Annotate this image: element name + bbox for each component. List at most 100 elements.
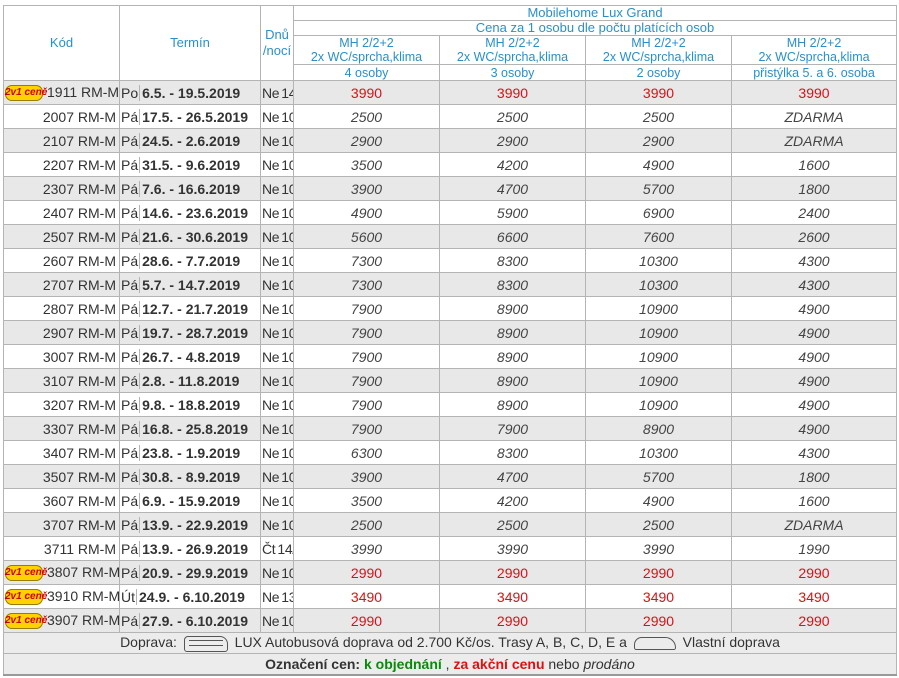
tour-code[interactable]: 2607 RM-M (42, 252, 116, 269)
price-cell[interactable]: 6300 (293, 440, 440, 465)
price-cell[interactable]: 10900 (585, 320, 732, 345)
tour-code[interactable]: 3907 RM-M (47, 611, 120, 628)
price-cell[interactable]: 4900 (730, 416, 898, 441)
price-cell[interactable]: 2900 (293, 128, 440, 153)
own-transport[interactable]: Vlastní doprava (682, 634, 780, 651)
tour-code[interactable]: 3107 RM-M (42, 372, 116, 389)
price-cell[interactable]: 10900 (585, 296, 732, 321)
price-cell[interactable]: 2900 (585, 128, 732, 153)
cell-code[interactable]: 2107 RM-M (3, 128, 120, 153)
price-cell[interactable]: 5700 (585, 176, 732, 201)
price-cell[interactable]: 2990 (730, 608, 898, 633)
price-cell[interactable]: 7600 (585, 224, 732, 249)
cell-code[interactable]: 2v1 ceně3807 RM-M (3, 560, 120, 585)
price-cell[interactable]: 8300 (439, 440, 586, 465)
price-cell[interactable]: ZDARMA (730, 512, 898, 537)
price-cell[interactable]: 6600 (439, 224, 586, 249)
cell-code[interactable]: 3711 RM-M (3, 536, 120, 561)
price-cell[interactable]: 4700 (439, 464, 586, 489)
tour-code[interactable]: 3307 RM-M (42, 420, 116, 437)
cell-code[interactable]: 3107 RM-M (3, 368, 120, 393)
price-cell[interactable]: 6900 (585, 200, 732, 225)
tour-code[interactable]: 2307 RM-M (42, 180, 116, 197)
price-cell[interactable]: 2500 (293, 104, 440, 129)
cell-code[interactable]: 2v1 ceně1911 RM-M (3, 80, 120, 105)
price-cell[interactable]: 2500 (585, 512, 732, 537)
price-cell[interactable]: 4900 (730, 320, 898, 345)
price-cell[interactable]: 2990 (585, 560, 732, 585)
price-cell[interactable]: 2990 (293, 608, 440, 633)
tour-code[interactable]: 3507 RM-M (42, 468, 116, 485)
price-cell[interactable]: 7300 (293, 272, 440, 297)
table-row[interactable]: 2v1 ceně3910 RM-M Út 24.9. - 6.10.2019 Ne 1 3… (3, 584, 898, 609)
price-cell[interactable]: ZDARMA (730, 128, 898, 153)
price-cell[interactable]: 4700 (439, 176, 586, 201)
price-cell[interactable]: 3990 (585, 536, 732, 561)
price-cell[interactable]: 7900 (439, 416, 586, 441)
price-cell[interactable]: 3900 (293, 176, 440, 201)
price-cell[interactable]: 7300 (293, 248, 440, 273)
price-cell[interactable]: 2500 (439, 104, 586, 129)
tour-code[interactable]: 2207 RM-M (42, 156, 116, 173)
price-cell[interactable]: 2990 (730, 560, 898, 585)
price-cell[interactable]: 2990 (439, 560, 586, 585)
cell-code[interactable]: 3507 RM-M (3, 464, 120, 489)
price-cell[interactable]: 2990 (585, 608, 732, 633)
price-cell[interactable]: 8900 (439, 344, 586, 369)
price-cell[interactable]: 10300 (585, 248, 732, 273)
price-cell[interactable]: 4900 (730, 296, 898, 321)
tour-code[interactable]: 1911 RM-M (47, 83, 120, 100)
tour-code[interactable]: 2707 RM-M (42, 276, 116, 293)
price-cell[interactable]: 2500 (439, 512, 586, 537)
price-cell[interactable]: 7900 (293, 296, 440, 321)
price-cell[interactable]: 3500 (293, 488, 440, 513)
tour-code[interactable]: 2807 RM-M (42, 300, 116, 317)
price-cell[interactable]: 4900 (585, 488, 732, 513)
price-cell[interactable]: 8900 (585, 416, 732, 441)
price-cell[interactable]: 3490 (439, 584, 586, 609)
price-cell[interactable]: 10900 (585, 368, 732, 393)
price-cell[interactable]: 2500 (293, 512, 440, 537)
cell-code[interactable]: 3007 RM-M (3, 344, 120, 369)
price-cell[interactable]: 3490 (730, 584, 898, 609)
cell-code[interactable]: 3607 RM-M (3, 488, 120, 513)
price-cell[interactable]: 2500 (585, 104, 732, 129)
price-cell[interactable]: 4300 (730, 440, 898, 465)
tour-code[interactable]: 3807 RM-M (47, 563, 120, 580)
price-cell[interactable]: 3990 (585, 80, 732, 105)
tour-code[interactable]: 3711 RM-M (43, 540, 116, 557)
price-cell[interactable]: 8300 (439, 248, 586, 273)
price-cell[interactable]: 5600 (293, 224, 440, 249)
price-cell[interactable]: 4900 (730, 392, 898, 417)
cell-code[interactable]: 3707 RM-M (3, 512, 120, 537)
price-cell[interactable]: 4900 (293, 200, 440, 225)
price-cell[interactable]: 1990 (730, 536, 898, 561)
tour-code[interactable]: 3607 RM-M (42, 492, 116, 509)
tour-code[interactable]: 2107 RM-M (42, 132, 116, 149)
price-cell[interactable]: 2400 (730, 200, 898, 225)
price-cell[interactable]: 2990 (439, 608, 586, 633)
price-cell[interactable]: 4300 (730, 272, 898, 297)
price-cell[interactable]: 3990 (730, 80, 898, 105)
tour-code[interactable]: 2907 RM-M (42, 324, 116, 341)
price-cell[interactable]: 4900 (730, 344, 898, 369)
price-cell[interactable]: 3500 (293, 152, 440, 177)
tour-code[interactable]: 3207 RM-M (42, 396, 116, 413)
cell-code[interactable]: 3207 RM-M (3, 392, 120, 417)
price-cell[interactable]: 8300 (439, 272, 586, 297)
cell-code[interactable]: 2707 RM-M (3, 272, 120, 297)
tour-code[interactable]: 2407 RM-M (42, 204, 116, 221)
